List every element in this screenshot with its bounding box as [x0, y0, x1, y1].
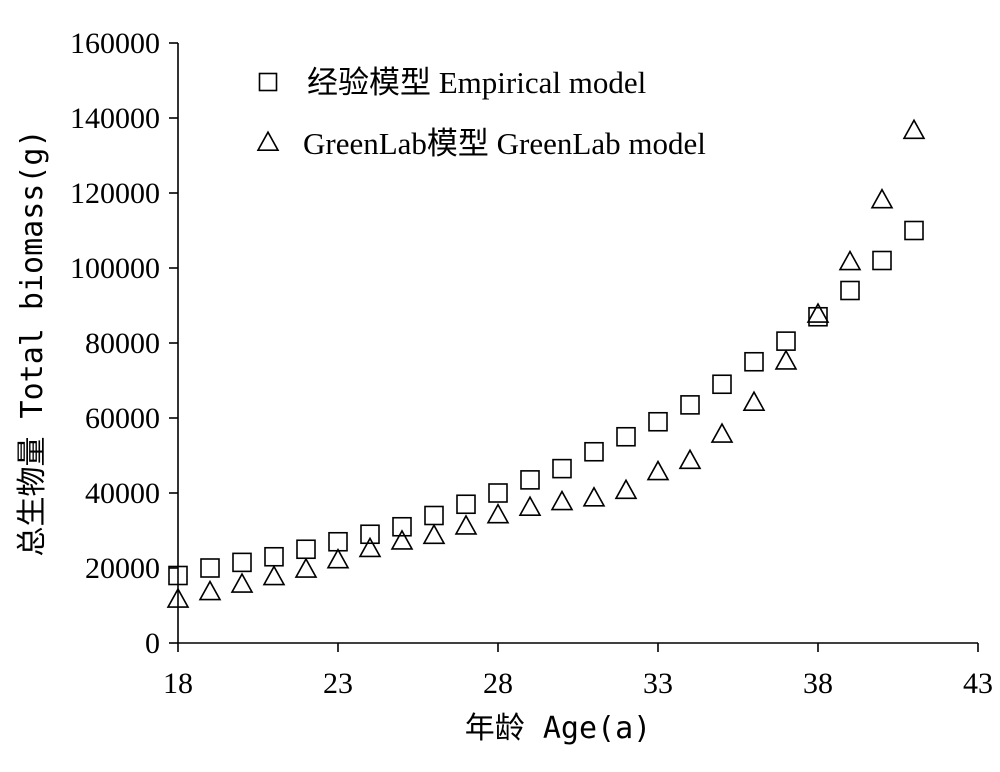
greenlab-point	[870, 188, 894, 209]
empirical-point	[488, 483, 508, 503]
greenlab-point	[262, 564, 286, 586]
greenlab-point	[518, 495, 542, 517]
empirical-point	[616, 426, 636, 447]
y-axis-title: 总生物量 Total biomass(g)	[15, 129, 50, 556]
empirical-point	[776, 331, 796, 351]
greenlab-point	[678, 448, 702, 470]
data-points	[166, 118, 926, 608]
empirical-point	[872, 250, 892, 271]
y-tick-label: 60000	[85, 402, 160, 435]
empirical-point	[904, 220, 924, 241]
y-tick-label: 20000	[85, 552, 160, 585]
y-tick-label: 160000	[70, 27, 160, 60]
greenlab-point	[646, 459, 670, 481]
legend-label: 经验模型 Empirical model	[307, 65, 646, 100]
greenlab-point	[742, 390, 766, 412]
empirical-point	[360, 524, 380, 545]
empirical-point	[232, 552, 252, 573]
empirical-point	[744, 351, 764, 372]
greenlab-point	[486, 503, 510, 524]
greenlab-point	[454, 514, 478, 535]
empirical-point	[552, 458, 572, 479]
greenlab-point	[902, 118, 926, 140]
empirical-point	[200, 558, 220, 578]
y-tick-label: 0	[145, 627, 160, 660]
y-tick-label: 140000	[70, 102, 160, 135]
empirical-point	[648, 411, 668, 432]
x-tick-label: 38	[803, 667, 833, 700]
empirical-point	[712, 374, 732, 395]
greenlab-point	[614, 478, 638, 500]
greenlab-point	[582, 486, 606, 507]
x-tick-label: 28	[483, 667, 513, 700]
axis-ticks: 0 20000 40000 60000 80000 100000 120000 140000 1…	[70, 27, 993, 700]
x-axis-title: 年龄 Age(a)	[465, 711, 651, 746]
x-tick-label: 23	[323, 667, 353, 700]
empirical-point	[520, 470, 540, 490]
greenlab-point	[326, 548, 350, 569]
empirical-point	[840, 280, 860, 301]
empirical-point	[424, 505, 444, 526]
empirical-point	[296, 539, 316, 560]
y-tick-label: 120000	[70, 177, 160, 210]
legend: 经验模型 Empirical model GreenLab模型 GreenLab …	[256, 65, 706, 161]
greenlab-point	[294, 557, 318, 578]
greenlab-point	[806, 302, 830, 323]
legend-triangle-icon	[256, 130, 280, 151]
legend-label: GreenLab模型 GreenLab model	[303, 126, 706, 161]
greenlab-point	[422, 523, 446, 545]
greenlab-point	[710, 422, 734, 443]
legend-square-icon	[258, 72, 278, 92]
empirical-point	[808, 306, 828, 327]
greenlab-point	[550, 489, 574, 511]
empirical-point	[456, 494, 476, 515]
greenlab-point	[390, 529, 414, 550]
greenlab-point	[358, 536, 382, 558]
greenlab-point	[166, 587, 190, 608]
empirical-point	[328, 531, 348, 552]
y-tick-label: 80000	[85, 327, 160, 360]
y-tick-label: 100000	[70, 252, 160, 285]
x-tick-label: 18	[163, 667, 193, 700]
x-tick-label: 33	[643, 667, 673, 700]
empirical-point	[264, 546, 284, 567]
empirical-point	[168, 565, 188, 586]
greenlab-point	[838, 249, 862, 271]
y-tick-label: 40000	[85, 477, 160, 510]
greenlab-point	[774, 349, 798, 370]
empirical-point	[392, 516, 412, 537]
empirical-point	[584, 441, 604, 462]
greenlab-point	[230, 572, 254, 593]
greenlab-point	[198, 579, 222, 601]
x-tick-label: 43	[963, 667, 993, 700]
empirical-point	[680, 395, 700, 415]
